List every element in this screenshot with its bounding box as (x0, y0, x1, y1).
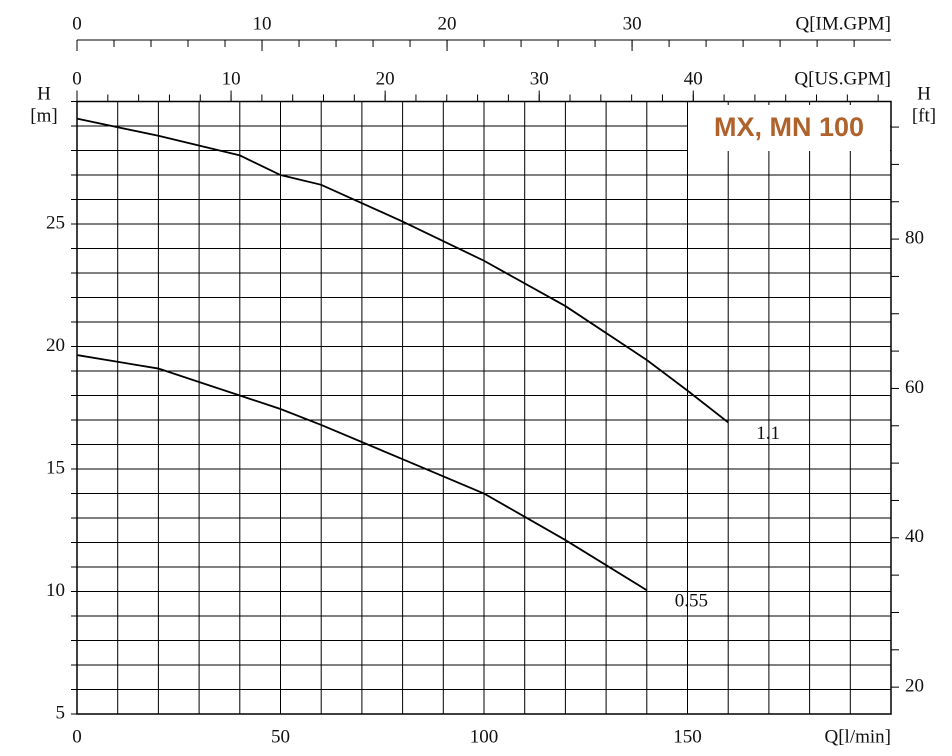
top-tick-label: 20 (438, 13, 457, 34)
x-axis-label: Q[l/min] (825, 726, 892, 747)
y2-tick-label: 60 (905, 377, 924, 398)
x-tick-label: 100 (470, 726, 499, 747)
x-tick-label: 0 (72, 726, 82, 747)
y2-tick-label: 20 (905, 676, 924, 697)
y-tick-label: 15 (46, 457, 65, 478)
top-tick-label: 30 (623, 13, 642, 34)
y2-axis-unit: [ft] (912, 105, 936, 126)
curve-label: 0.55 (675, 591, 708, 612)
y-axis-unit: [m] (30, 105, 57, 126)
y2-tick-label: 80 (905, 227, 924, 248)
title-box (688, 105, 890, 151)
top-tick-label: 10 (222, 68, 241, 89)
y-tick-label: 5 (56, 702, 66, 723)
top-tick-label: 20 (376, 68, 395, 89)
y-tick-label: 20 (46, 335, 65, 356)
chart-title: MX, MN 100 (714, 112, 864, 142)
top-axis-label: Q[US.GPM] (794, 68, 891, 89)
top-tick-label: 0 (72, 68, 82, 89)
x-tick-label: 150 (673, 726, 702, 747)
top-tick-label: 40 (684, 68, 703, 89)
top-axis-label: Q[IM.GPM] (795, 13, 891, 34)
curve (76, 117, 729, 424)
plot-frame (76, 100, 892, 715)
top-tick-label: 10 (253, 13, 272, 34)
y-tick-label: 10 (46, 580, 65, 601)
x-tick-label: 50 (271, 726, 290, 747)
curve-label: 1.1 (756, 423, 780, 444)
y-axis-label: H (37, 83, 51, 104)
y-tick-label: 25 (46, 212, 65, 233)
top-tick-label: 0 (72, 13, 82, 34)
curve (76, 354, 648, 592)
y2-axis-label: H (917, 83, 931, 104)
top-tick-label: 30 (530, 68, 549, 89)
y2-tick-label: 40 (905, 526, 924, 547)
